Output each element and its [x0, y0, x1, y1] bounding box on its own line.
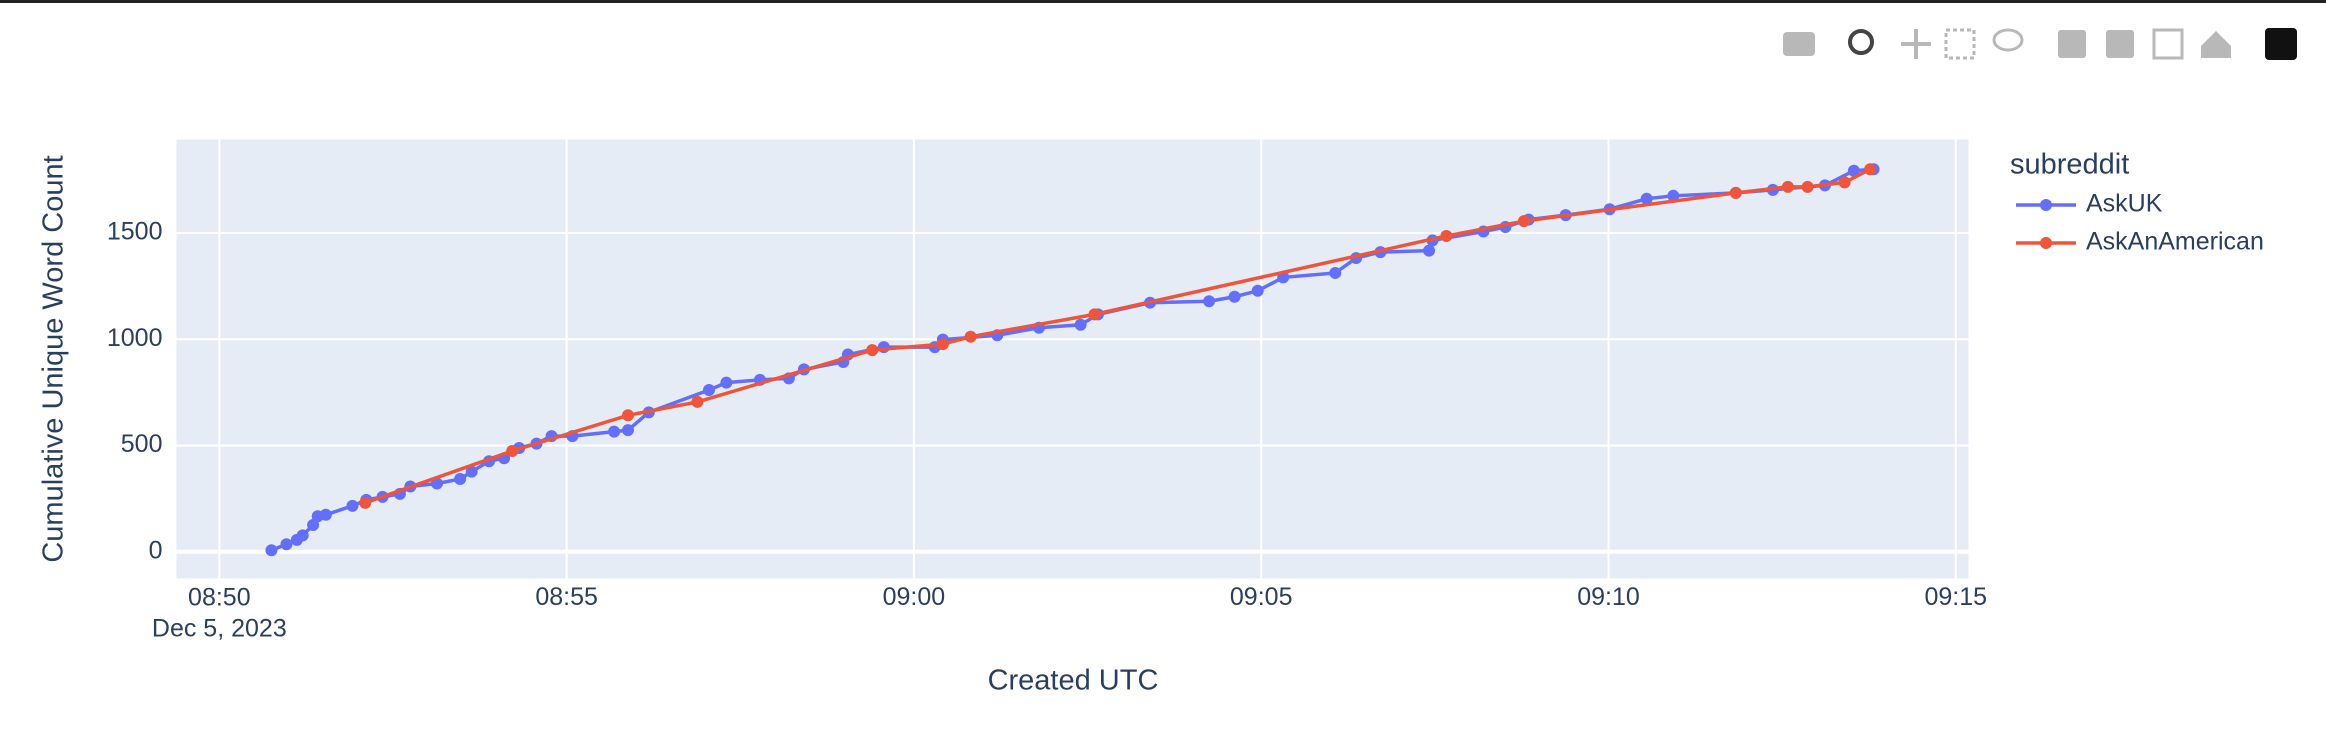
point	[1251, 284, 1264, 297]
point	[1640, 192, 1653, 205]
autoscale-button[interactable]	[2152, 28, 2184, 60]
zoom-in-button[interactable]	[2058, 30, 2086, 58]
x-tick-label: 09:15	[1924, 583, 1987, 611]
point	[964, 330, 977, 343]
point	[720, 376, 733, 389]
point	[359, 496, 372, 509]
point	[936, 338, 949, 351]
point	[1088, 308, 1101, 321]
y-tick-label: 1500	[107, 218, 163, 246]
point	[1667, 189, 1680, 202]
camera-button[interactable]	[1783, 32, 1815, 56]
pan-button[interactable]	[1901, 29, 1931, 59]
point	[608, 425, 621, 438]
point	[1203, 295, 1216, 308]
legend-marker	[2040, 237, 2052, 249]
tick-line: Dec 5, 2023	[152, 614, 287, 642]
point	[691, 395, 704, 408]
point	[1074, 318, 1087, 331]
reset-button[interactable]	[2201, 31, 2231, 58]
zoom-button[interactable]	[1848, 29, 1874, 55]
x-tick-label: 09:10	[1577, 583, 1640, 611]
point	[454, 473, 467, 486]
box-select-button[interactable]	[1944, 28, 1976, 60]
point	[621, 409, 634, 422]
point	[319, 508, 332, 521]
legend-title: subreddit	[2010, 149, 2129, 181]
modebar	[1783, 28, 2297, 60]
plotly-logo[interactable]	[2265, 28, 2297, 60]
point	[1729, 186, 1742, 199]
x-axis-label: Created UTC	[988, 665, 1159, 697]
y-tick-label: 1000	[107, 324, 163, 352]
point	[1228, 290, 1241, 303]
y-axis-label: Cumulative Unique Word Count	[38, 155, 70, 562]
x-tick-label: 08:55	[535, 583, 598, 611]
point	[1329, 266, 1342, 279]
legend-label: AskUK	[2086, 190, 2163, 218]
x-tick-label: 08:50 Dec 5, 2023	[152, 583, 287, 642]
point	[621, 424, 634, 437]
point	[280, 538, 293, 551]
point	[1801, 180, 1814, 193]
legend-label: AskAnAmerican	[2086, 228, 2264, 256]
point	[1838, 176, 1851, 189]
window-border	[0, 0, 2326, 3]
point	[1517, 215, 1530, 228]
point	[430, 477, 443, 490]
point	[346, 499, 359, 512]
plot-area	[176, 139, 1969, 579]
point	[1423, 244, 1436, 257]
y-tick-label: 500	[121, 430, 163, 458]
x-tick-label: 09:05	[1230, 583, 1293, 611]
tick-line: 08:50	[188, 583, 251, 611]
point	[866, 344, 879, 357]
point	[1864, 163, 1877, 176]
x-tick-label: 09:00	[883, 583, 946, 611]
point	[465, 465, 478, 478]
point	[506, 445, 519, 458]
plot-layer	[176, 139, 1969, 579]
point	[703, 384, 716, 397]
zoom-out-button[interactable]	[2106, 30, 2134, 58]
point	[265, 544, 278, 557]
y-tick-label: 0	[149, 536, 163, 564]
lasso-button[interactable]	[1992, 28, 2024, 52]
legend-marker	[2040, 199, 2052, 211]
point	[1440, 229, 1453, 242]
point	[296, 529, 309, 542]
point	[1781, 180, 1794, 193]
point	[1847, 164, 1860, 177]
